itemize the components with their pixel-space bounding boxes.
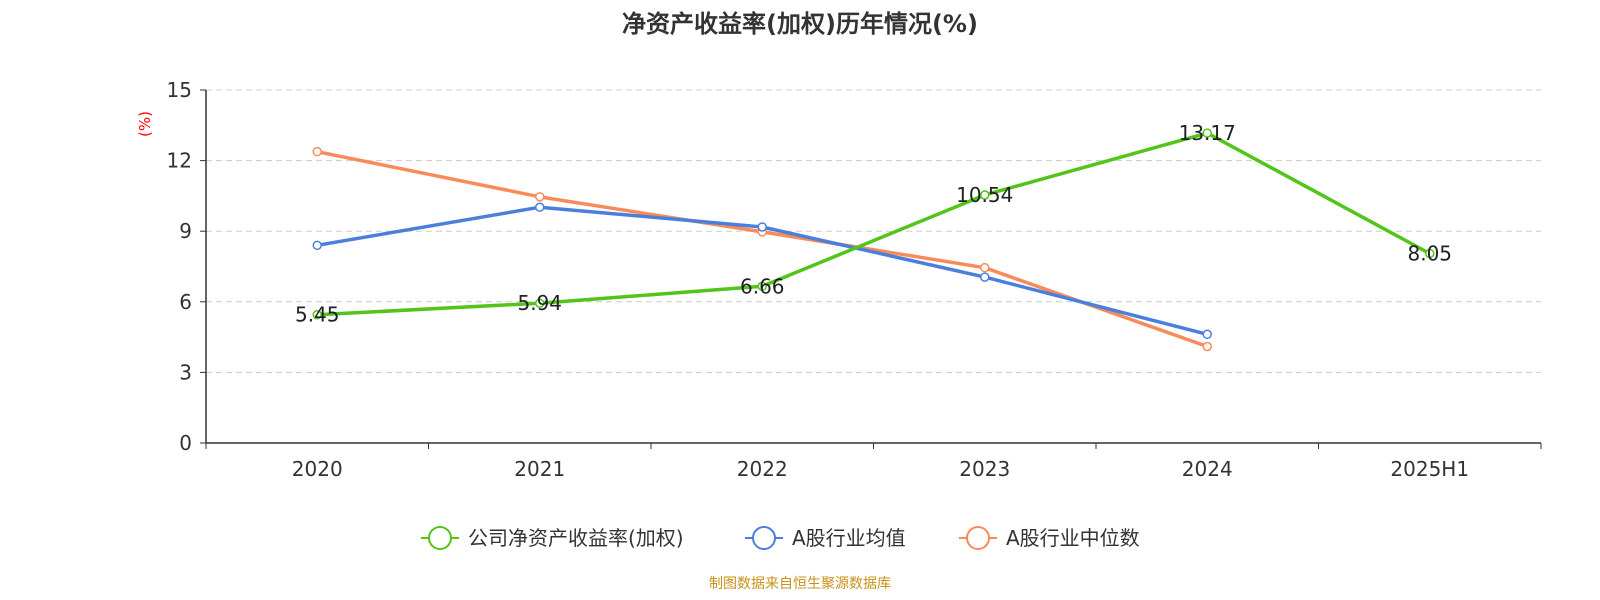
legend-label: 公司净资产收益率(加权) xyxy=(468,526,684,550)
series-3 xyxy=(312,146,1212,352)
x-tick-label: 2025H1 xyxy=(1390,457,1469,481)
data-point xyxy=(980,272,990,282)
data-point xyxy=(535,202,545,212)
y-tick-label: 12 xyxy=(167,149,192,173)
data-point xyxy=(1202,128,1212,138)
data-point xyxy=(312,309,322,320)
x-tick-label: 2022 xyxy=(737,457,788,481)
data-point xyxy=(312,240,322,251)
data-point xyxy=(980,262,990,273)
y-tick-label: 3 xyxy=(179,360,192,384)
series-1 xyxy=(312,128,1435,320)
legend-item[interactable]: 公司净资产收益率(加权) xyxy=(421,526,684,550)
legend-item[interactable]: A股行业中位数 xyxy=(959,526,1140,550)
x-tick-label: 2021 xyxy=(514,457,565,481)
chart-title: 净资产收益率(加权)历年情况(%) xyxy=(622,10,978,38)
y-tick-label: 15 xyxy=(167,78,192,102)
x-tick-label: 2020 xyxy=(292,457,343,481)
x-tick-label: 2023 xyxy=(959,457,1010,481)
source-note: 制图数据来自恒生聚源数据库 xyxy=(709,576,891,592)
axes: 0 3 6 9 12 15 2020 2021 2022 2023 2024 2025H1 xyxy=(167,78,1542,481)
data-label: 5.94 xyxy=(517,291,562,315)
data-label: 6.66 xyxy=(740,274,785,298)
series-line xyxy=(316,149,1208,349)
data-label: 8.05 xyxy=(1407,242,1452,266)
x-tick-label: 2024 xyxy=(1182,457,1233,481)
legend-marker xyxy=(752,526,776,550)
series-line xyxy=(317,131,1431,317)
legend-marker xyxy=(966,526,990,550)
legend[interactable]: 公司净资产收益率(加权) A股行业均值 A股行业中位数 xyxy=(421,526,1140,550)
data-labels: 5.45 5.94 6.66 10.54 13.17 8.05 xyxy=(295,121,1452,327)
data-label: 13.17 xyxy=(1179,121,1236,145)
data-point xyxy=(757,222,767,232)
data-point xyxy=(1202,329,1212,340)
legend-label: A股行业均值 xyxy=(792,526,906,550)
grid-lines xyxy=(206,89,1541,373)
y-tick-label: 9 xyxy=(179,219,192,243)
data-label: 10.54 xyxy=(956,183,1013,207)
y-tick-label: 6 xyxy=(179,290,192,314)
data-point xyxy=(1425,248,1435,259)
data-label: 5.45 xyxy=(295,303,340,327)
legend-item[interactable]: A股行业均值 xyxy=(745,526,906,550)
data-point xyxy=(535,298,545,308)
series xyxy=(312,128,1435,352)
data-point xyxy=(535,192,545,202)
data-point xyxy=(757,281,767,292)
series-2 xyxy=(312,202,1212,340)
y-axis-label: (%) xyxy=(136,111,154,137)
data-point xyxy=(980,190,990,200)
y-tick-label: 0 xyxy=(179,431,192,455)
data-point xyxy=(1202,341,1212,352)
legend-marker xyxy=(428,526,452,550)
legend-label: A股行业中位数 xyxy=(1006,526,1140,550)
data-point xyxy=(312,146,322,157)
